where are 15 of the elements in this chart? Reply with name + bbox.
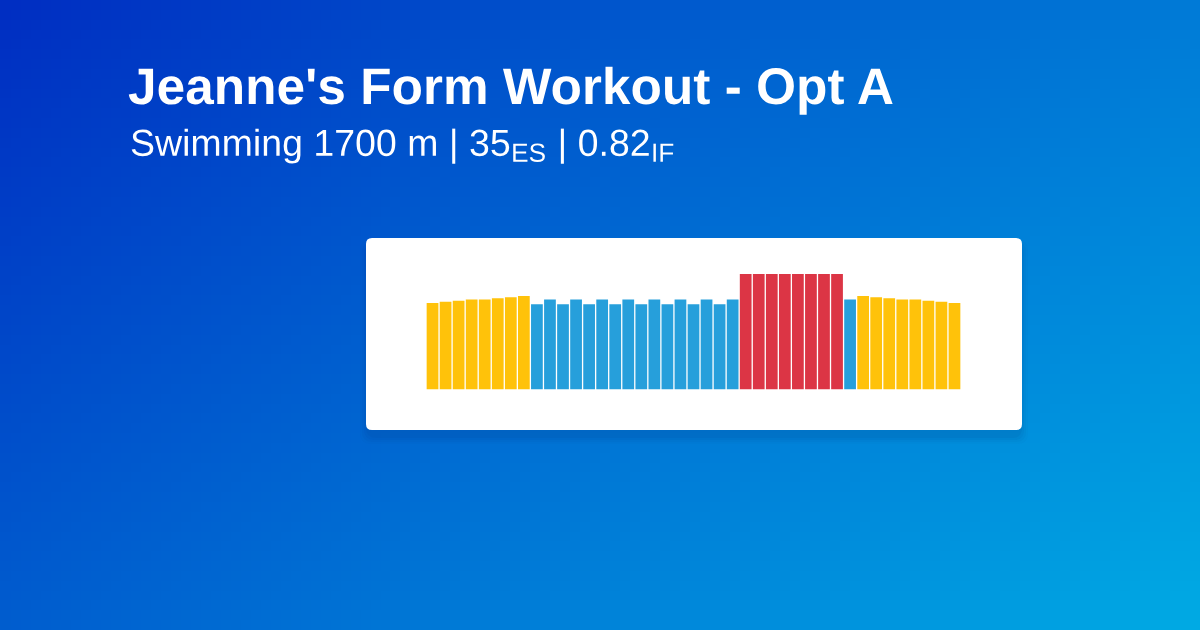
- bar: [700, 299, 713, 390]
- bar: [687, 304, 700, 390]
- bar: [661, 304, 674, 390]
- bar: [713, 304, 726, 390]
- bar: [922, 300, 935, 390]
- bar: [426, 303, 439, 390]
- bar: [844, 299, 856, 390]
- chart-subtitle: Swimming 1700 m | 35$_{ES}$ | 0.82$_{IF}$: [131, 128, 674, 164]
- bar: [439, 301, 452, 390]
- bar: [948, 303, 961, 390]
- chart-title: Jeanne's Form Workout - Opt A: [128, 66, 893, 115]
- bar: [935, 301, 948, 390]
- bar: [452, 300, 465, 390]
- bar: [726, 299, 739, 390]
- bar: [674, 299, 687, 390]
